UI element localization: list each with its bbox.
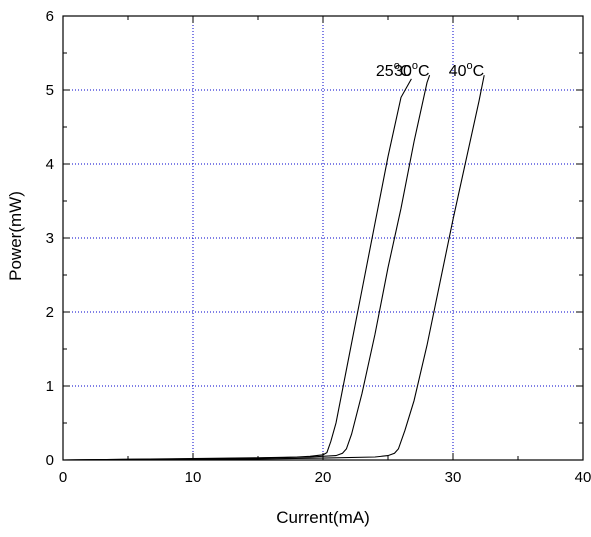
series-line xyxy=(63,75,430,460)
y-axis-title: Power(mW) xyxy=(6,191,25,281)
y-tick-label: 0 xyxy=(46,452,54,469)
y-tick-label: 1 xyxy=(46,378,54,395)
series-lines xyxy=(63,75,484,460)
series-label: 30oC xyxy=(394,60,429,80)
x-tick-label: 30 xyxy=(445,469,462,486)
gridlines xyxy=(63,16,583,460)
x-tick-label: 0 xyxy=(59,469,67,486)
y-tick-label: 3 xyxy=(46,230,54,247)
series-label: 40oC xyxy=(449,60,484,80)
y-tick-label: 5 xyxy=(46,82,54,99)
y-tick-label: 2 xyxy=(46,304,54,321)
axes: 0 10 20 30 40 0 1 2 3 4 5 6 xyxy=(46,8,591,486)
x-tick-label: 10 xyxy=(185,469,202,486)
y-tick-label: 6 xyxy=(46,8,54,25)
y-tick-label: 4 xyxy=(46,156,54,173)
series-line xyxy=(63,75,484,460)
x-tick-label: 40 xyxy=(575,469,591,486)
x-axis-title: Current(mA) xyxy=(276,508,370,527)
x-tick-label: 20 xyxy=(315,469,332,486)
